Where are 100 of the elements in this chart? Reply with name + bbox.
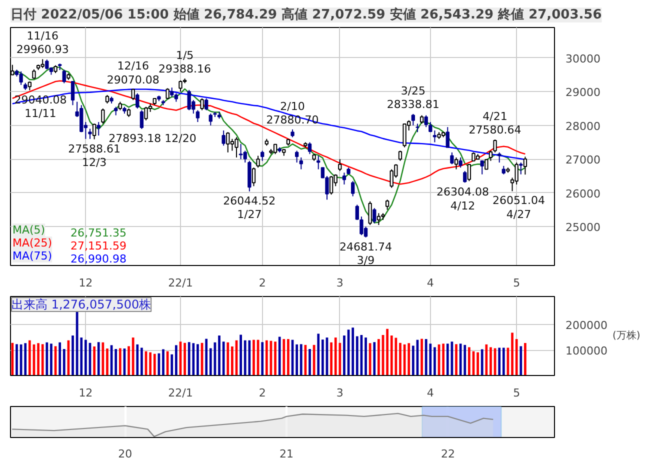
candlestick: [170, 87, 174, 98]
bar: [485, 344, 488, 376]
candlestick: [402, 123, 406, 148]
candlestick: [252, 167, 256, 187]
bar: [476, 352, 479, 376]
bar: [62, 348, 66, 376]
candlestick: [329, 176, 334, 196]
candlestick: [96, 122, 100, 136]
candlestick: [316, 155, 320, 170]
bar: [248, 340, 251, 376]
candlestick: [342, 172, 346, 185]
candlestick: [144, 106, 148, 121]
x-tick-label: 20: [118, 448, 132, 460]
candlestick: [351, 180, 355, 197]
bar: [196, 344, 199, 376]
bar: [140, 348, 143, 376]
candlestick: [467, 164, 472, 182]
bar: [252, 340, 255, 376]
candlestick: [208, 113, 212, 126]
y-tick-label: 29000: [566, 86, 600, 100]
bar: [480, 349, 484, 376]
bar: [188, 342, 190, 376]
bar: [459, 344, 462, 376]
bar: [192, 343, 195, 376]
bar: [102, 342, 104, 376]
candlestick: [398, 150, 402, 162]
annotation: 26051.04 4/27: [492, 194, 545, 221]
bar: [378, 339, 380, 376]
x-tick-label: 12: [78, 276, 93, 290]
candlestick: [204, 98, 208, 111]
bar: [41, 344, 44, 376]
candlestick: [294, 150, 299, 164]
annotation: 27,151.59: [70, 240, 126, 252]
text: MA(75): [12, 250, 52, 262]
y-tick-label: 25000: [566, 221, 600, 234]
bar: [343, 335, 346, 376]
bar: [118, 348, 122, 376]
bar: [364, 338, 367, 376]
annotation: 1/5 29388.16: [158, 48, 212, 76]
candlestick: [131, 88, 135, 101]
bar: [490, 347, 492, 376]
candlestick: [101, 108, 105, 124]
bar: [84, 340, 87, 376]
candlestick: [355, 204, 359, 220]
bar: [72, 335, 74, 376]
candlestick: [62, 69, 66, 84]
bar: [184, 342, 186, 376]
x-tick-label: 22: [440, 448, 455, 460]
bar: [352, 328, 354, 376]
annotation: 24681.74 3/9: [340, 240, 392, 268]
bar: [136, 344, 139, 376]
bar: [399, 342, 402, 376]
bar: [442, 344, 445, 376]
bar: [408, 343, 410, 376]
bar: [231, 346, 234, 376]
bar: [515, 339, 518, 376]
bar: [209, 348, 212, 376]
x-tick-label: 4: [426, 386, 434, 400]
bar: [170, 354, 174, 376]
candlestick: [368, 200, 372, 226]
candlestick: [88, 128, 92, 140]
y-tick-label: 28000: [566, 120, 600, 133]
bar: [24, 343, 27, 376]
bar: [330, 342, 332, 376]
y-axis-title: (万株): [612, 330, 640, 342]
bar: [76, 311, 78, 376]
bar: [502, 348, 505, 376]
candlestick: [385, 199, 390, 210]
bar: [373, 342, 376, 376]
annotation: 26,751.35: [70, 226, 126, 240]
candlestick: [338, 158, 342, 172]
candlestick: [222, 130, 226, 146]
candlestick: [19, 70, 23, 86]
candlestick: [196, 110, 200, 123]
bar: [28, 340, 31, 376]
x-tick-label: 22/1: [168, 386, 193, 400]
candlestick: [178, 80, 182, 92]
bar: [511, 332, 514, 376]
bar: [218, 335, 220, 376]
annotation: 12/16 29070.08: [106, 60, 160, 86]
x-tick-label: 3: [336, 276, 344, 290]
text: MA(25): [12, 236, 52, 250]
candlestick: [498, 152, 502, 164]
annotation: 3/25 28338.81: [386, 84, 440, 111]
candlestick: [260, 150, 264, 162]
bar: [174, 345, 178, 376]
bar: [244, 340, 246, 376]
bar: [455, 344, 458, 376]
annotation: 11/16 29960.93: [16, 30, 69, 56]
bar: [153, 354, 156, 376]
x-tick-label: 5: [513, 276, 520, 290]
candlestick: [372, 208, 376, 224]
candlestick: [238, 143, 243, 160]
bar: [240, 334, 242, 376]
chart-title: 日付 2022/05/06 15:00 始値 26,784.29 高値 27,072.59 安値 26,543.29 終値 27,003.56: [10, 6, 602, 22]
bar: [334, 338, 337, 376]
bar: [282, 339, 286, 376]
candlestick: [454, 156, 458, 170]
y-tick-label: 30000: [566, 52, 600, 66]
candlestick: [376, 212, 381, 226]
